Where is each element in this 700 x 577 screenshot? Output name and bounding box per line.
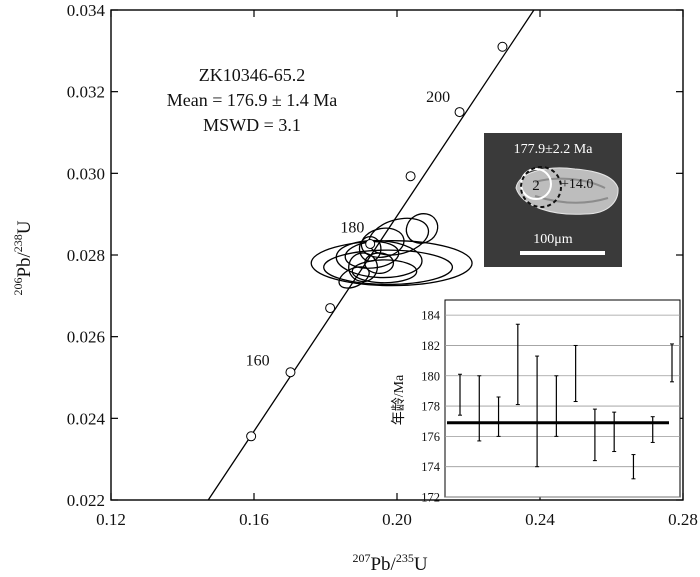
y-tick-label: 0.028 (67, 246, 105, 265)
inset-y-tick-label: 178 (421, 400, 440, 414)
concordia-marker (454, 107, 465, 118)
error-ellipse (323, 249, 454, 286)
concordia-marker (246, 431, 257, 442)
inset-y-tick-label: 176 (421, 430, 440, 444)
y-tick-label: 0.030 (67, 164, 105, 183)
concordia-marker (285, 367, 296, 378)
inset-y-tick-label: 180 (421, 369, 440, 383)
concordia-marker (497, 41, 508, 52)
inset-frame (444, 299, 681, 498)
inset-gridlines (445, 314, 680, 498)
zircon-age-text: 177.9±2.2 Ma (514, 142, 594, 157)
error-ellipse (364, 252, 395, 275)
concordia-marker (365, 238, 376, 249)
error-ellipses (310, 213, 473, 289)
spot-number: 2 (532, 178, 540, 194)
inset-age-bars (458, 323, 674, 480)
error-ellipse (351, 259, 418, 284)
sample-annotation: ZK10346-65.2 Mean = 176.9 ± 1.4 Ma MSWD … (167, 65, 338, 135)
y-tick-label: 0.026 (67, 328, 105, 347)
inset-y-tick-label: 182 (421, 339, 440, 353)
mswd-value: MSWD = 3.1 (203, 115, 301, 135)
x-tick-label: 0.24 (525, 510, 555, 529)
concordia-curve (207, 9, 535, 501)
error-ellipse (360, 227, 405, 258)
age-label: 160 (246, 352, 270, 369)
x-tick-label: 0.12 (96, 510, 126, 529)
zircon-cl-image: 177.9±2.2 Ma 2 +14.0 100μm (484, 133, 622, 267)
y-tick-label: 0.034 (67, 1, 106, 20)
inset-y-tick-label: 184 (421, 309, 441, 323)
x-axis-label: 207Pb/235U (352, 551, 427, 575)
inset-y-ticks: 172 174 176 178 180 182 184 (421, 309, 441, 505)
scale-bar (520, 251, 605, 255)
y-tick-label: 0.032 (67, 83, 105, 102)
epsilon-hf-value: +14.0 (561, 177, 593, 192)
inset-y-tick-label: 174 (421, 460, 441, 474)
error-ellipse (405, 213, 439, 244)
concordia-age-labels: 160 180 200 (246, 89, 451, 369)
sample-name: ZK10346-65.2 (199, 65, 306, 85)
age-label: 180 (340, 220, 364, 237)
hf-spot-circle (520, 166, 562, 208)
concordia-age-markers (246, 41, 508, 442)
inset-y-axis-label: 年龄/Ma (391, 374, 407, 425)
scale-bar-label: 100μm (533, 232, 573, 247)
concordia-marker (325, 303, 336, 314)
x-tick-label: 0.28 (668, 510, 698, 529)
age-label: 200 (426, 89, 450, 106)
concordia-marker (405, 171, 416, 182)
age-inset-chart: 172 174 176 178 180 182 184 年龄/Ma (391, 299, 681, 505)
x-axis-ticks: 0.12 0.16 0.20 0.24 0.28 (96, 10, 698, 529)
y-tick-label: 0.022 (67, 491, 105, 510)
inset-y-tick-label: 172 (421, 491, 440, 505)
mean-age: Mean = 176.9 ± 1.4 Ma (167, 90, 338, 110)
x-tick-label: 0.20 (382, 510, 412, 529)
y-axis-ticks: 0.022 0.024 0.026 0.028 0.030 0.032 0.034 (67, 1, 683, 510)
x-tick-label: 0.16 (239, 510, 269, 529)
error-ellipse (338, 266, 370, 289)
y-tick-label: 0.024 (67, 409, 106, 428)
error-ellipse (310, 240, 473, 287)
y-axis-label: 206Pb/238U (11, 220, 35, 295)
